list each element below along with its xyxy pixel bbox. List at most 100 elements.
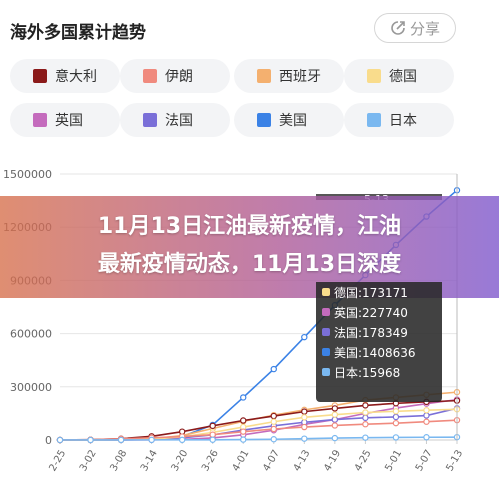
tooltip-swatch [322, 288, 330, 296]
data-point [148, 436, 155, 444]
x-tick-label: 3-02 [78, 448, 99, 473]
tooltip-swatch [322, 348, 330, 356]
data-point [240, 417, 247, 424]
legend-swatch [367, 69, 381, 83]
legend-swatch [143, 113, 157, 127]
tooltip-row: 德国:173171 [316, 282, 442, 302]
x-tick-label: 3-26 [200, 448, 221, 473]
tooltip-label: 美国:1408636 [334, 345, 416, 360]
legend-label: 英国 [55, 113, 83, 129]
x-tick-label: 4-07 [261, 448, 282, 473]
legend-label: 法国 [165, 113, 193, 129]
data-point [392, 434, 400, 441]
data-point [301, 414, 308, 421]
data-point [423, 412, 430, 419]
tooltip-row: 法国:178349 [316, 322, 442, 342]
y-tick-label: 300000 [10, 381, 52, 394]
legend-label: 日本 [389, 113, 417, 129]
x-tick-label: 3-14 [139, 448, 160, 473]
tooltip-label: 日本:15968 [334, 365, 401, 380]
data-point [209, 431, 216, 438]
legend-item[interactable]: 日本 [344, 103, 454, 137]
data-point [362, 434, 369, 441]
tooltip-swatch [322, 368, 330, 376]
x-tick-label: 2-25 [47, 448, 68, 473]
header: 海外多国累计趋势 分享 [0, 0, 499, 56]
data-point [270, 425, 277, 433]
tooltip-row: 英国:227740 [316, 302, 442, 322]
data-point [117, 436, 125, 444]
data-point [270, 412, 277, 420]
page-title: 海外多国累计趋势 [10, 23, 146, 43]
x-tick-label: 3-08 [108, 448, 129, 473]
y-tick-label: 0 [45, 434, 52, 447]
legend-swatch [33, 113, 47, 127]
data-point [301, 423, 308, 431]
data-point [301, 435, 308, 442]
data-point [331, 434, 339, 442]
data-point [392, 408, 400, 415]
series-line [59, 436, 458, 441]
legend-item[interactable]: 西班牙 [234, 59, 344, 93]
data-point [362, 409, 369, 416]
data-point [392, 413, 400, 421]
legend-swatch [257, 113, 271, 127]
data-point [392, 419, 400, 427]
legend-label: 意大利 [55, 69, 97, 85]
legend-label: 伊朗 [165, 69, 193, 85]
data-point [270, 365, 277, 373]
data-point [209, 436, 216, 443]
legend-item[interactable]: 法国 [120, 103, 230, 137]
legend-item[interactable]: 伊朗 [120, 59, 230, 93]
chart-tooltip: 德国:173171 英国:227740 法国:178349 美国:1408636 日本:… [316, 282, 442, 402]
legend-item[interactable]: 英国 [10, 103, 120, 137]
banner-line-1: 11月13日江油最新疫情，江油 [97, 214, 402, 239]
share-button[interactable]: 分享 [374, 13, 456, 43]
data-point [240, 394, 247, 401]
data-point [240, 428, 247, 435]
share-icon [391, 21, 405, 35]
tooltip-label: 德国:173171 [334, 285, 408, 300]
banner-line-2: 最新疫情动态，11月13日深度 [97, 252, 402, 277]
data-point [87, 436, 94, 444]
legend-label: 美国 [279, 113, 307, 129]
legend-swatch [143, 69, 157, 83]
legend-swatch [33, 69, 47, 83]
article-title-banner[interactable]: 11月13日江油最新疫情，江油 最新疫情动态，11月13日深度 [0, 196, 499, 298]
tooltip-swatch [322, 308, 330, 316]
legend-swatch [257, 69, 271, 83]
x-tick-label: 4-25 [353, 448, 374, 473]
legend-item[interactable]: 意大利 [10, 59, 120, 93]
x-tick-label: 5-07 [414, 448, 435, 473]
data-point [178, 436, 186, 444]
tooltip-row: 日本:15968 [316, 362, 442, 382]
tooltip-label: 英国:227740 [334, 305, 408, 320]
data-point [301, 408, 308, 415]
x-tick-label: 4-19 [322, 448, 343, 473]
tooltip-swatch [322, 328, 330, 336]
data-point [331, 405, 339, 412]
data-point [301, 333, 308, 341]
tooltip-row: 美国:1408636 [316, 342, 442, 362]
data-point [209, 422, 216, 430]
x-tick-label: 4-13 [292, 448, 313, 473]
share-label: 分享 [409, 19, 440, 38]
tooltip-label: 法国:178349 [334, 325, 408, 340]
x-tick-label: 3-20 [170, 448, 191, 473]
x-tick-label: 5-13 [444, 448, 465, 473]
data-point [270, 418, 277, 425]
data-point [423, 434, 430, 441]
legend-item[interactable]: 美国 [234, 103, 344, 137]
legend-swatch [367, 113, 381, 127]
y-tick-label: 1500000 [3, 168, 52, 181]
data-point [362, 402, 369, 409]
data-point [240, 436, 247, 443]
x-tick-label: 4-01 [231, 448, 252, 473]
data-point [331, 422, 339, 429]
legend-item[interactable]: 德国 [344, 59, 454, 93]
data-point [56, 436, 64, 444]
legend-label: 西班牙 [279, 69, 321, 85]
data-point [362, 421, 369, 428]
data-point [331, 411, 339, 418]
legend-label: 德国 [389, 69, 417, 85]
